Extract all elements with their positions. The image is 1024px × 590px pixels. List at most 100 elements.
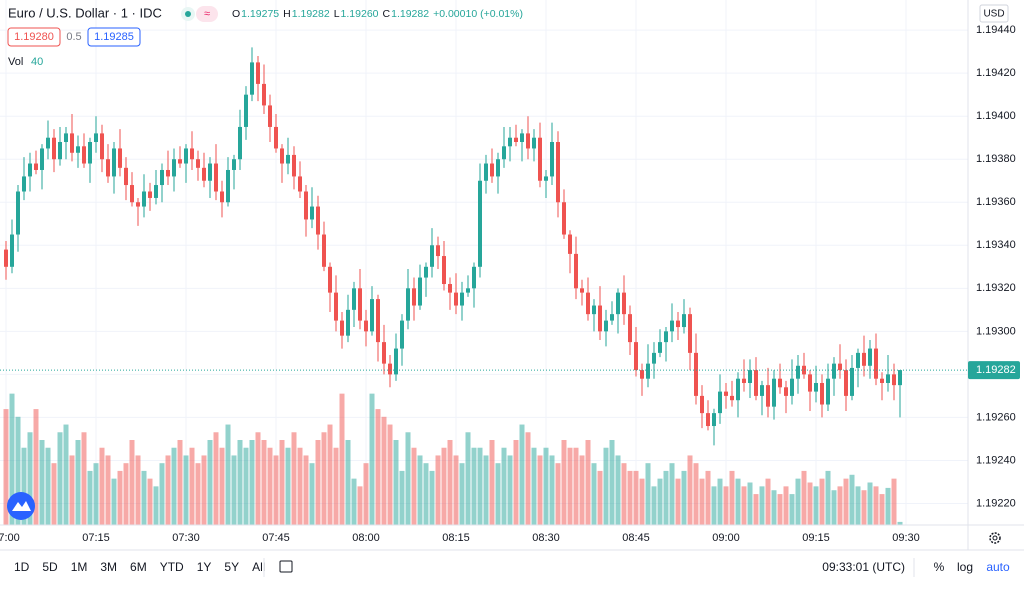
candle-body bbox=[598, 305, 602, 332]
candle-body bbox=[724, 391, 728, 396]
volume-bar bbox=[249, 440, 255, 525]
volume-bar bbox=[393, 440, 399, 525]
candle-body bbox=[778, 378, 782, 388]
candle-body bbox=[526, 133, 530, 149]
candle-body bbox=[646, 363, 650, 379]
volume-bar bbox=[561, 440, 567, 525]
candle-body bbox=[274, 126, 278, 149]
candle-body bbox=[112, 148, 116, 177]
timeframe-button[interactable]: YTD bbox=[160, 560, 184, 574]
currency-box[interactable] bbox=[979, 4, 1009, 23]
candle-body bbox=[310, 206, 314, 220]
volume-bar bbox=[519, 424, 525, 525]
candle-body bbox=[772, 378, 776, 407]
candle-body bbox=[754, 370, 758, 396]
volume-bar bbox=[759, 486, 765, 525]
volume-bar bbox=[531, 447, 537, 525]
candle-body bbox=[322, 234, 326, 267]
timeframe-button[interactable]: 5D bbox=[42, 560, 58, 574]
timeframe-button[interactable]: All bbox=[252, 560, 265, 574]
candle-body bbox=[790, 378, 794, 396]
candle-body bbox=[376, 299, 380, 343]
candle-body bbox=[634, 342, 638, 371]
candle-body bbox=[532, 137, 536, 149]
volume-bar bbox=[855, 486, 861, 525]
candle-body bbox=[262, 83, 266, 106]
volume-bar bbox=[885, 487, 891, 525]
candle-body bbox=[424, 266, 428, 278]
candle-body bbox=[568, 234, 572, 254]
currency: USD bbox=[983, 9, 1004, 20]
bid-price: 1.19280 bbox=[14, 31, 54, 43]
volume-bar bbox=[201, 455, 207, 525]
volume-bar bbox=[537, 455, 543, 525]
auto-toggle[interactable]: auto bbox=[986, 560, 1010, 574]
candle-body bbox=[610, 314, 614, 321]
candle-body bbox=[328, 266, 332, 293]
candle-body bbox=[652, 352, 656, 364]
candle-body bbox=[820, 382, 824, 405]
log-toggle[interactable]: log bbox=[957, 560, 973, 574]
candle-body bbox=[454, 292, 458, 306]
candle-body bbox=[298, 176, 302, 192]
volume-bar bbox=[63, 424, 69, 525]
volume-bar bbox=[693, 463, 699, 525]
candle-body bbox=[346, 309, 350, 336]
percent-toggle[interactable]: % bbox=[934, 560, 945, 574]
volume-bar bbox=[735, 478, 741, 525]
candle-body bbox=[160, 169, 164, 186]
candle-body bbox=[472, 266, 476, 289]
timeframe-button[interactable]: 1D bbox=[14, 560, 30, 574]
timeframe-button[interactable]: 5Y bbox=[224, 560, 239, 574]
volume-bar bbox=[687, 455, 693, 525]
volume-bar bbox=[771, 490, 777, 525]
volume-bar bbox=[495, 463, 501, 525]
candle-body bbox=[292, 154, 296, 177]
volume-bar bbox=[399, 470, 405, 525]
timeframe-button[interactable]: 1Y bbox=[197, 560, 212, 574]
volume-bar bbox=[363, 463, 369, 525]
candle-body bbox=[700, 395, 704, 414]
timeframe-button[interactable]: 1M bbox=[71, 560, 88, 574]
candle-body bbox=[460, 292, 464, 306]
volume-bar bbox=[477, 447, 483, 525]
volume-bar bbox=[867, 482, 873, 525]
volume-bar bbox=[33, 409, 39, 525]
date-range-icon[interactable] bbox=[279, 560, 293, 573]
volume-bar bbox=[825, 470, 831, 525]
volume-bar bbox=[369, 393, 375, 525]
timeframe-button[interactable]: 6M bbox=[130, 560, 147, 574]
candle-body bbox=[70, 133, 74, 153]
volume-bar bbox=[513, 440, 519, 525]
x-tick-label: 08:00 bbox=[352, 532, 380, 544]
volume-bar bbox=[81, 432, 87, 525]
candle-body bbox=[838, 363, 842, 371]
candle-body bbox=[718, 391, 722, 414]
x-tick-label: 08:45 bbox=[622, 532, 650, 544]
candle-body bbox=[238, 126, 242, 160]
volume-bar bbox=[291, 432, 297, 525]
volume-bar bbox=[579, 455, 585, 525]
settings-icon[interactable] bbox=[989, 532, 1001, 544]
timeframe-button[interactable]: 3M bbox=[100, 560, 117, 574]
bid-box[interactable] bbox=[7, 27, 61, 47]
candle-body bbox=[154, 185, 158, 198]
ask-box[interactable] bbox=[87, 27, 141, 47]
volume-bar bbox=[15, 416, 21, 525]
volume-bar bbox=[273, 455, 279, 525]
candle-body bbox=[418, 277, 422, 306]
candle-body bbox=[52, 137, 56, 160]
candle-body bbox=[142, 191, 146, 207]
volume-bar bbox=[795, 478, 801, 525]
volume-bar bbox=[357, 486, 363, 525]
candle-body bbox=[196, 159, 200, 168]
logo-mark bbox=[12, 501, 31, 511]
candle-body bbox=[406, 288, 410, 321]
candle-body bbox=[58, 142, 62, 160]
candle-body bbox=[358, 288, 362, 321]
candle-body bbox=[466, 288, 470, 293]
volume-bar bbox=[723, 486, 729, 525]
candle-body bbox=[430, 245, 434, 267]
candle-body bbox=[868, 348, 872, 366]
volume-bar bbox=[207, 440, 213, 525]
